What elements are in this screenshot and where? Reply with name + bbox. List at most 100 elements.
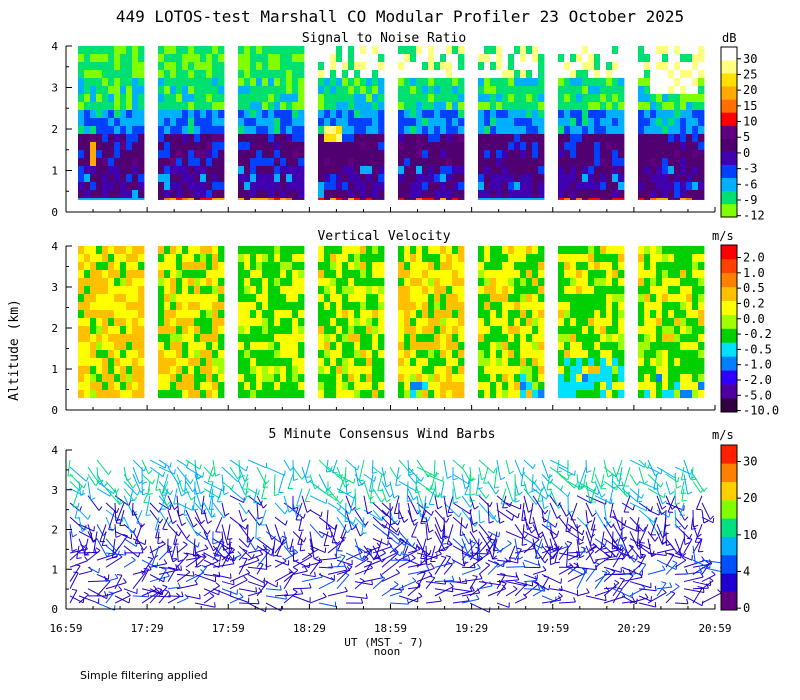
snr-cbar-swatch [721,47,737,61]
snr-y-tick-label: 0 [51,206,58,219]
snr-y-tick-label: 2 [51,123,58,136]
vv-colorbar-unit: m/s [712,229,734,243]
noon-label: noon [374,645,401,658]
vv-cbar-label: -1.0 [743,358,772,372]
snr-cbar-swatch [721,99,737,113]
wind-cbar-swatch [721,573,737,592]
snr-cbar-label: 15 [743,99,757,113]
wind-cbar-swatch [721,481,737,501]
snr-cbar-label: 25 [743,67,757,81]
wind-panel-title: 5 Minute Consensus Wind Barbs [269,427,496,442]
vv-cbar-label: -2.0 [743,373,772,387]
snr-axes: 0 1 2 3 4 [51,40,716,219]
vv-cbar-swatch [721,245,737,260]
wind-y-tick-label: 3 [51,484,58,497]
snr-y-tick-label: 1 [51,165,58,178]
vv-cbar-swatch [721,356,737,371]
wind-barbs [67,459,723,613]
snr-cbar-swatch [721,177,737,192]
vv-cbar-swatch [721,258,737,274]
vv-axes: 0 1 2 3 4 [51,240,716,417]
vv-cbar-swatch [721,398,737,413]
vv-cbar-swatch [721,342,737,357]
snr-cbar-swatch [721,60,737,74]
vv-heatmap [78,246,705,399]
vv-panel-title: Vertical Velocity [317,229,450,244]
snr-cbar-label: 30 [743,52,757,66]
snr-cbar-swatch [721,73,737,87]
wind-cbar-swatch [721,536,737,556]
vv-cbar-label: 1.0 [743,266,765,280]
snr-cbar-swatch [721,151,737,165]
vv-cbar-label: 0.0 [743,312,765,326]
vv-y-tick-label: 3 [51,281,58,294]
vv-cbar-label: -5.0 [743,388,772,402]
snr-y-tick-label: 3 [51,82,58,95]
vv-cbar-label: 0.5 [743,281,765,295]
snr-cbar-swatch [721,112,737,126]
wind-cbar-swatch [721,463,737,482]
snr-cbar-swatch [721,125,737,139]
wind-cbar-label: 10 [743,528,757,542]
time-tick-label: 19:59 [536,622,569,635]
time-axis-labels: 16:59 17:29 17:59 18:29 18:59 19:29 19:59 20:29… [49,622,731,635]
wind-cbar-swatch [721,518,737,537]
wind-cbar-label: 0 [743,601,750,615]
figure-title: 449 LOTOS-test Marshall CO Modular Profi… [116,7,684,26]
x-axis-label: UT (MST - 7) [344,636,423,649]
wind-cbar-swatch [721,555,737,574]
wind-y-tick-label: 4 [51,444,58,457]
vv-cbar-swatch [721,272,737,288]
wind-cbar-label: 20 [743,491,757,505]
time-tick-label: 20:59 [698,622,731,635]
snr-cbar-swatch [721,86,737,100]
wind-cbar-swatch [721,500,737,519]
snr-cbar-label: -3 [743,162,757,176]
vv-y-tick-label: 0 [51,404,58,417]
footnote: Simple filtering applied [80,669,208,682]
wind-colorbar-unit: m/s [712,428,734,442]
wind-y-tick-label: 0 [51,603,58,616]
wind-cbar-frame [720,444,738,611]
snr-cbar-label: 10 [743,115,757,129]
time-tick-label: 16:59 [49,622,82,635]
vv-cbar-label: -0.5 [743,342,772,356]
wind-colorbar: 30 20 10 4 0 [720,444,757,615]
time-tick-label: 17:29 [131,622,164,635]
y-axis-label: Altitude (km) [7,299,22,401]
snr-cbar-swatch [721,203,737,218]
snr-y-tick-label: 4 [51,40,58,53]
vv-cbar-label: 2.0 [743,251,765,265]
time-tick-label: 18:59 [374,622,407,635]
wind-cbar-label: 30 [743,455,757,469]
vv-cbar-swatch [721,384,737,399]
snr-cbar-label: 0 [743,146,750,160]
snr-cbar-label: -9 [743,193,757,207]
snr-colorbar-unit: dB [722,31,736,45]
wind-cbar-swatch [721,591,737,611]
wind-axes: 0 1 2 3 4 [51,444,716,616]
snr-cbar-label: -6 [743,177,757,191]
vv-cbar-frame [720,244,738,413]
snr-cbar-swatch [721,164,737,179]
time-tick-label: 18:29 [293,622,326,635]
vv-y-tick-label: 1 [51,363,58,376]
time-tick-label: 17:59 [212,622,245,635]
snr-cbar-label: -12 [743,209,765,223]
wind-cbar-swatch [721,445,737,464]
vv-colorbar: 2.01.00.50.2 0.0-0.2-0.5 -1.0-2.0-5.0 -10.0 [720,244,779,418]
vv-cbar-swatch [721,300,737,315]
snr-cbar-label: 20 [743,83,757,97]
vv-y-tick-label: 4 [51,240,58,253]
time-tick-label: 20:29 [617,622,650,635]
vv-cbar-swatch [721,286,737,301]
wind-cbar-label: 4 [743,565,750,579]
snr-cbar-label: 5 [743,130,750,144]
vv-cbar-label: 0.2 [743,296,765,310]
vv-cbar-swatch [721,328,737,343]
snr-heatmap [78,46,705,200]
time-tick-label: 19:29 [455,622,488,635]
snr-cbar-swatch [721,138,737,152]
